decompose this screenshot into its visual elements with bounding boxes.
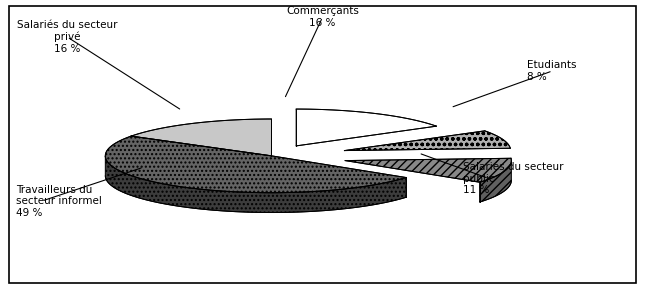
Polygon shape (131, 119, 272, 156)
Polygon shape (296, 109, 437, 146)
Text: Salariés du secteur
privé
16 %: Salariés du secteur privé 16 % (17, 20, 117, 54)
Polygon shape (345, 158, 511, 182)
Text: Commerçants
16 %: Commerçants 16 % (286, 6, 359, 28)
Text: Etudiants
8 %: Etudiants 8 % (527, 60, 577, 81)
Polygon shape (105, 156, 406, 212)
Text: Salariés du secteur
public
11 %: Salariés du secteur public 11 % (463, 162, 564, 195)
Polygon shape (344, 131, 510, 151)
Polygon shape (480, 161, 511, 202)
Polygon shape (105, 136, 406, 193)
Text: Travailleurs du
secteur informel
49 %: Travailleurs du secteur informel 49 % (16, 185, 102, 218)
